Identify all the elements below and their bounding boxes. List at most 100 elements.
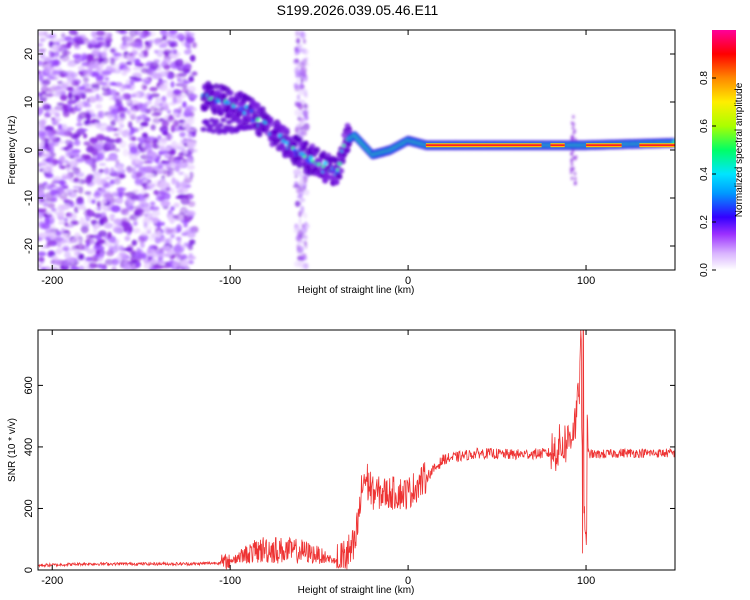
spectrogram-cell: [66, 80, 76, 86]
spectrogram-cell: [52, 158, 58, 166]
spectrogram-cell: [299, 178, 303, 186]
spectrogram-cell: [145, 100, 152, 105]
spectrogram-cell: [170, 124, 175, 133]
spectrogram-cell: [179, 131, 186, 138]
spectrogram-cell: [254, 102, 261, 109]
spectrogram-cell: [150, 124, 156, 131]
spectrogram-cell: [142, 77, 150, 81]
spectrogram-cell: [299, 31, 306, 40]
spectrogram-cell: [98, 58, 104, 63]
spectrogram-cell: [38, 162, 48, 166]
spectrogram-cell: [98, 162, 107, 167]
spectrogram-cell: [241, 116, 248, 122]
spectrogram-cell: [49, 151, 56, 158]
spectrogram-cell: [187, 200, 196, 207]
spectrogram-cell: [77, 204, 86, 210]
spectrogram-cell: [299, 117, 306, 125]
spectrogram-cell: [173, 119, 180, 127]
spectrogram-cell: [572, 166, 576, 171]
spectrogram-cell: [85, 109, 91, 114]
spectrogram-cell: [122, 263, 132, 270]
spectrogram-cell: [108, 246, 119, 253]
spectrogram-cell: [58, 156, 66, 165]
spectrogram-cell: [94, 60, 99, 69]
spectrogram-cell: [59, 73, 67, 78]
spectrogram-cell: [125, 247, 133, 252]
spectrogram-cell: [74, 171, 85, 178]
spectrogram-cell: [104, 176, 111, 180]
spectrogram-cell: [144, 165, 154, 173]
spectrogram-cell: [189, 171, 194, 180]
spectrogram-cell: [293, 260, 301, 268]
spectrogram-cell: [110, 120, 116, 127]
spectrogram-cell: [264, 123, 271, 130]
spectrogram-cell: [66, 166, 71, 172]
spectrogram-cell: [57, 243, 62, 248]
spectrogram-cell: [60, 94, 68, 101]
spectrogram-cell: [269, 120, 276, 127]
spectrogram-cell: [45, 236, 51, 241]
spectrogram-cell: [155, 38, 162, 45]
spectrogram-cell: [99, 126, 107, 132]
spectrogram-cell: [227, 89, 234, 96]
spectrogram-x-tick-label: -100: [219, 275, 241, 287]
spectrogram-cell: [115, 159, 120, 165]
spectrogram-cell: [146, 173, 155, 179]
spectrogram-cell: [294, 126, 299, 134]
spectrogram-cell: [55, 230, 62, 237]
spectrogram-cell: [309, 143, 316, 150]
spectrogram-cell: [176, 252, 184, 260]
spectrogram-cell: [42, 202, 49, 208]
spectrogram-cell: [256, 118, 260, 122]
spectrogram-cell: [221, 92, 228, 99]
spectrogram-cell: [51, 117, 56, 121]
spectrogram-cell: [86, 248, 96, 255]
spectrogram-cell: [45, 62, 52, 69]
spectrogram-cell: [148, 182, 153, 187]
spectrogram-cell: [172, 97, 178, 104]
spectrogram-cell: [60, 227, 65, 233]
spectrogram-cell: [158, 170, 163, 175]
spectrogram-cell: [46, 210, 52, 216]
spectrogram-cell: [170, 206, 175, 211]
spectrogram-cell: [187, 128, 196, 132]
snr-x-tick-label: 0: [405, 575, 411, 587]
spectrogram-cell: [116, 53, 126, 60]
spectrogram-cell: [51, 37, 61, 44]
spectrogram-cell: [341, 132, 348, 139]
spectrogram-cell: [302, 140, 309, 147]
spectrogram-cell: [98, 263, 104, 269]
spectrogram-cell: [124, 235, 131, 242]
spectrogram-cell: [42, 168, 50, 172]
snr-y-tick-label: 200: [23, 499, 35, 517]
spectrogram-cell: [99, 187, 106, 193]
spectrogram-cell: [136, 103, 147, 110]
spectrogram-cell: [303, 88, 308, 97]
spectrogram-cell: [38, 263, 42, 269]
spectrogram-cell: [136, 247, 141, 254]
spectrogram-cell: [109, 179, 115, 185]
spectrogram-cell: [166, 87, 174, 94]
spectrogram-cell: [60, 57, 70, 61]
spectrogram-cell: [162, 34, 168, 41]
spectrogram-cell: [149, 86, 158, 92]
spectrogram-cell: [167, 155, 176, 163]
spectrogram-cell: [296, 78, 300, 83]
spectrogram-cell: [118, 140, 127, 149]
spectrogram-cell: [57, 123, 63, 130]
spectrogram-cell: [130, 266, 136, 270]
spectrogram-cell: [149, 61, 160, 70]
spectrogram-cell: [38, 232, 48, 239]
spectrogram-cell: [128, 30, 138, 37]
spectrogram-cell: [111, 50, 119, 56]
spectrogram-cell: [208, 84, 215, 91]
spectrogram-cell: [166, 237, 172, 245]
spectrogram-cell: [38, 129, 46, 137]
spectrogram-cell: [158, 84, 168, 92]
spectrogram-cell: [81, 54, 88, 61]
spectrogram-cell: [66, 103, 72, 111]
spectrogram-cell: [74, 96, 80, 101]
spectrogram-cell: [183, 49, 192, 55]
spectrogram-cell: [64, 159, 69, 164]
spectrogram-cell: [46, 184, 57, 189]
